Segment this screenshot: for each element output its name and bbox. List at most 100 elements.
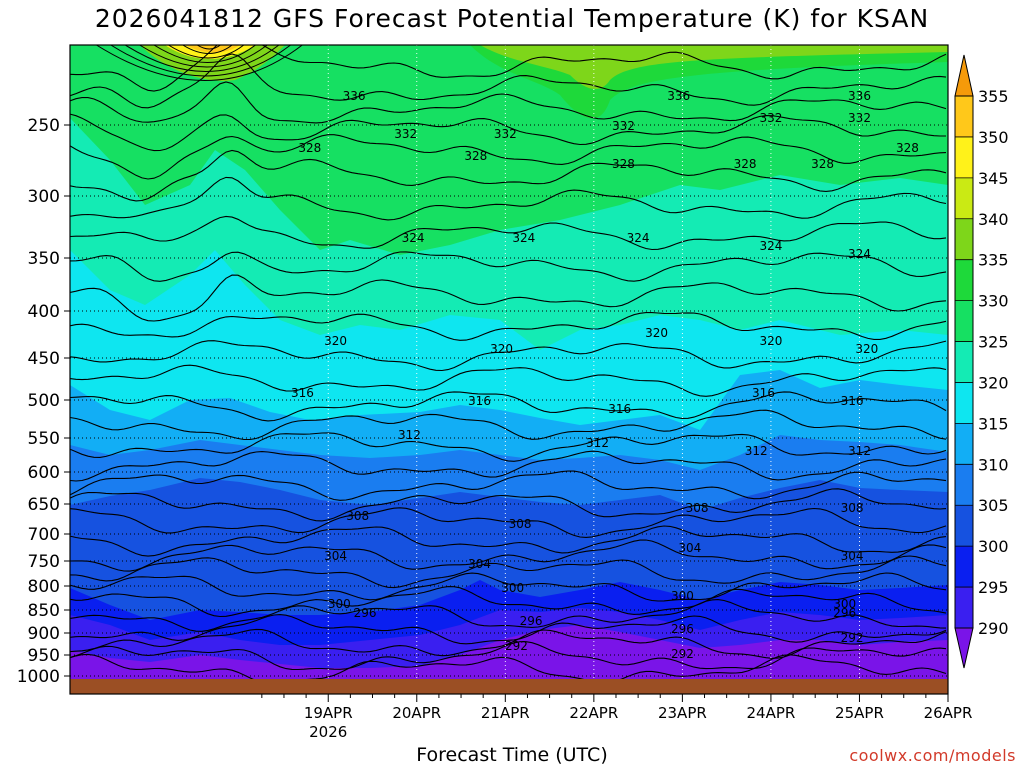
- y-tick-label: 650: [28, 495, 60, 515]
- colorbar-segment: [955, 300, 973, 342]
- isoline: [70, 641, 947, 671]
- y-tick-label: 450: [28, 349, 60, 369]
- colorbar-label: 330: [978, 292, 1009, 311]
- isoline: [70, 176, 947, 221]
- isoline: [70, 653, 947, 679]
- plot-frame: [69, 44, 949, 695]
- isoline-label: 320: [759, 334, 782, 348]
- isoline-label: 316: [752, 386, 775, 400]
- isoline: [70, 113, 946, 152]
- isoline: [70, 599, 947, 632]
- colorbar-segment: [955, 546, 973, 588]
- isoline-label: 332: [759, 111, 782, 125]
- isoline-label: 308: [346, 509, 369, 523]
- x-tick-label: 23APR: [658, 704, 707, 722]
- isoline: [153, 45, 256, 63]
- isoline: [70, 507, 947, 538]
- colorbar-segment: [955, 96, 973, 137]
- isoline-label: 296: [833, 606, 856, 620]
- isoline-label: 300: [501, 581, 524, 595]
- isoline-label: 332: [848, 111, 871, 125]
- colorbar-segment: [955, 341, 973, 383]
- credit-link[interactable]: coolwx.com/models: [849, 746, 1016, 765]
- isoline: [70, 312, 947, 341]
- isoline: [70, 149, 947, 202]
- y-tick-label: 1000: [17, 667, 60, 687]
- isoline: [70, 432, 947, 462]
- isoline-label: 332: [394, 127, 417, 141]
- isoline-label: 324: [759, 239, 782, 253]
- isoline: [70, 614, 947, 645]
- isoline: [70, 340, 947, 372]
- y-tick-label: 950: [28, 646, 60, 666]
- isoline-label: 292: [841, 631, 864, 645]
- isoline-label: 304: [468, 557, 491, 571]
- x-tick-label: 19APR: [304, 704, 353, 722]
- isoline-label: 332: [612, 119, 635, 133]
- isoline: [96, 45, 303, 81]
- x-tick-label: 26APR: [924, 704, 973, 722]
- isoline: [70, 134, 947, 180]
- isoline-label: 296: [671, 622, 694, 636]
- isoline-label: 300: [833, 597, 856, 611]
- isoline: [70, 555, 947, 589]
- isoline-label: 308: [686, 501, 709, 515]
- colorbar-segment: [955, 505, 973, 547]
- colorbar-segment: [955, 382, 973, 424]
- isoline: [70, 81, 947, 124]
- colorbar-label: 305: [978, 496, 1009, 515]
- isoline: [70, 409, 947, 441]
- isoline-label: 316: [608, 402, 631, 416]
- isoline: [124, 45, 280, 72]
- isoline-label: 308: [509, 517, 532, 531]
- isoline-label: 328: [298, 141, 321, 155]
- isoline-label: 300: [671, 589, 694, 603]
- isoline-label: 336: [343, 89, 366, 103]
- y-tick-label: 600: [28, 463, 60, 483]
- isoline-label: 328: [811, 157, 834, 171]
- colorbar-label: 290: [978, 619, 1009, 638]
- isoline-label: 296: [520, 614, 543, 628]
- isoline-label: 320: [324, 334, 347, 348]
- colorbar-label: 295: [978, 578, 1009, 597]
- colorbar-label: 325: [978, 333, 1009, 352]
- isoline: [70, 628, 947, 659]
- y-tick-label: 850: [28, 601, 60, 621]
- colorbar-label: 315: [978, 414, 1009, 433]
- y-tick-label: 500: [28, 391, 60, 411]
- colorbar-segment: [955, 218, 973, 260]
- isoline-label: 292: [505, 639, 528, 653]
- isoline-label: 316: [468, 394, 491, 408]
- isoline-label: 328: [464, 149, 487, 163]
- colorbar-label: 335: [978, 251, 1009, 270]
- isoline-label: 324: [848, 247, 871, 261]
- isoline-label: 292: [671, 647, 694, 661]
- colorbar-segment: [955, 587, 973, 628]
- isoline-label: 304: [678, 541, 701, 555]
- colorbar-segment: [955, 423, 973, 465]
- isoline-label: 320: [855, 342, 878, 356]
- y-tick-label: 550: [28, 429, 60, 449]
- isoline: [70, 586, 947, 618]
- isoline-label: 324: [627, 231, 650, 245]
- isoline: [182, 45, 233, 54]
- band-340-345: [140, 45, 285, 81]
- band-340-345-top: [480, 45, 948, 90]
- isoline: [70, 251, 947, 282]
- isoline: [168, 45, 245, 59]
- isoline: [70, 45, 947, 92]
- isoline: [70, 572, 947, 602]
- isoline-label: 336: [848, 89, 871, 103]
- colorbar-label: 300: [978, 537, 1009, 556]
- isoline-label: 304: [841, 549, 864, 563]
- x-tick-label: 21APR: [481, 704, 530, 722]
- y-tick-label: 700: [28, 525, 60, 545]
- isoline: [70, 215, 947, 251]
- x-tick-label: 20APR: [392, 704, 441, 722]
- colorbar-label: 340: [978, 210, 1009, 229]
- band-290-295: [70, 625, 948, 679]
- isoline-label: 332: [494, 127, 517, 141]
- isoline-label: 324: [402, 231, 425, 245]
- y-tick-label: 900: [28, 624, 60, 644]
